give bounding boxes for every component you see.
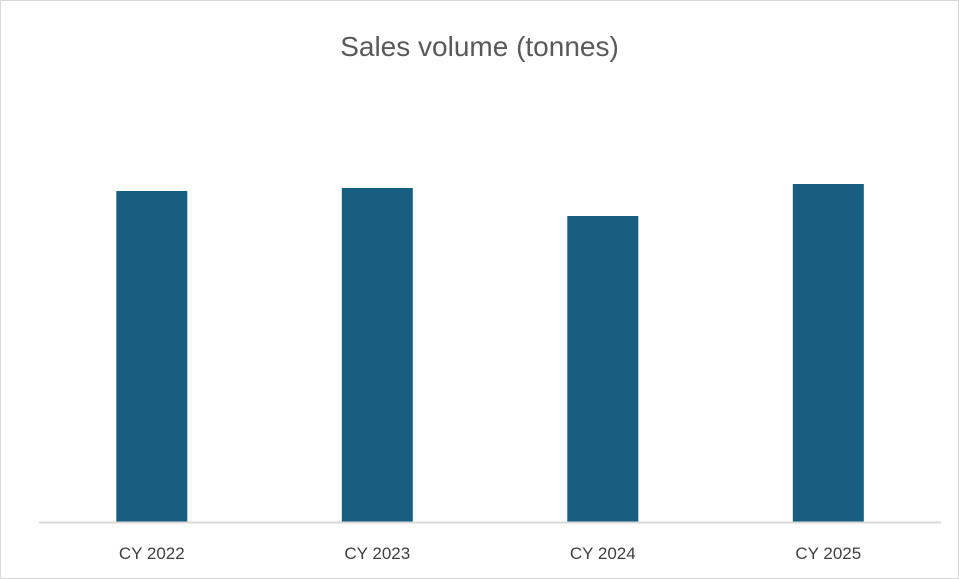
x-tick-label: CY 2022 — [119, 544, 185, 563]
bar-cy-2023 — [341, 188, 413, 522]
bar-cy-2024 — [567, 216, 639, 522]
x-tick-labels: CY 2022 CY 2023 CY 2024 CY 2025 — [119, 544, 861, 563]
x-tick-label: CY 2023 — [344, 544, 410, 563]
bar-cy-2025 — [792, 184, 864, 522]
x-tick-label: CY 2024 — [570, 544, 636, 563]
chart-title: Sales volume (tonnes) — [340, 31, 619, 62]
bars-group — [116, 184, 864, 522]
x-tick-label: CY 2025 — [795, 544, 861, 563]
bar-cy-2022 — [116, 191, 188, 522]
